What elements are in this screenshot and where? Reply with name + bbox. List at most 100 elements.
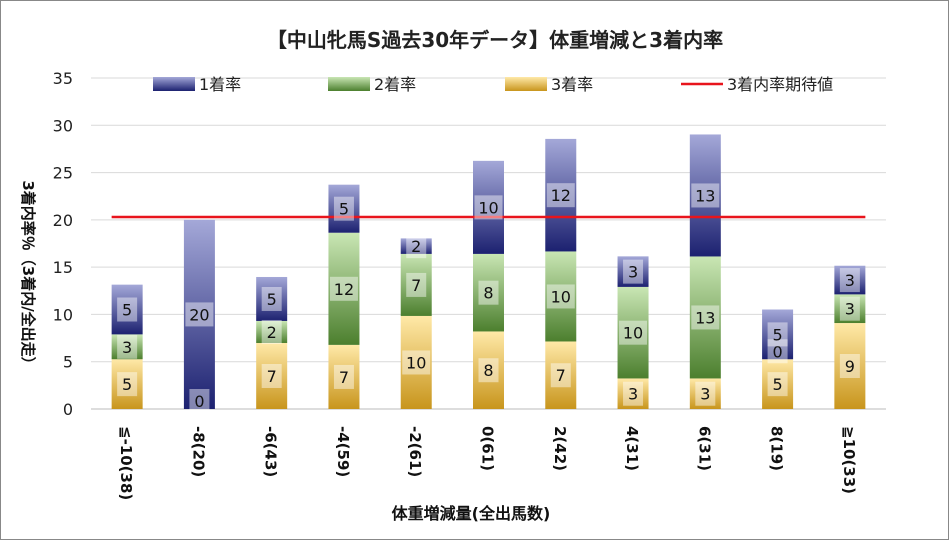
data-label-bg bbox=[185, 302, 214, 327]
bar-2着率 bbox=[545, 251, 577, 342]
bar-3着率 bbox=[689, 378, 721, 409]
y-tick-label: 30 bbox=[53, 116, 73, 135]
data-label: 5 bbox=[339, 200, 349, 219]
x-tick-label: 6(31) bbox=[695, 426, 713, 471]
y-tick-label: 5 bbox=[63, 353, 73, 372]
data-label: 5 bbox=[267, 290, 277, 309]
data-label: 2 bbox=[411, 237, 421, 256]
y-tick-label: 20 bbox=[53, 211, 73, 230]
x-tick-label: 4(31) bbox=[623, 426, 641, 471]
data-label: 10 bbox=[623, 324, 643, 343]
data-label-bg bbox=[402, 350, 431, 375]
data-label: 8 bbox=[483, 284, 493, 303]
data-label: 7 bbox=[267, 367, 277, 386]
data-label: 20 bbox=[189, 305, 209, 324]
x-tick-label: -8(20) bbox=[189, 426, 207, 477]
bar-3着率 bbox=[400, 315, 432, 409]
data-label: 13 bbox=[695, 186, 715, 205]
data-label: 8 bbox=[483, 361, 493, 380]
data-label-bg bbox=[478, 280, 499, 305]
data-label-bg bbox=[839, 354, 860, 379]
data-label-bg bbox=[117, 334, 138, 359]
bar-3着率 bbox=[328, 344, 360, 409]
data-label: 12 bbox=[551, 186, 571, 205]
data-label: 7 bbox=[339, 368, 349, 387]
y-tick-label: 10 bbox=[53, 305, 73, 324]
x-tick-label: ≧10(33) bbox=[840, 426, 858, 494]
data-label-bg bbox=[550, 363, 571, 388]
bar-1着率 bbox=[183, 219, 215, 409]
x-tick-label: 2(42) bbox=[551, 426, 569, 471]
bar-3着率 bbox=[473, 331, 504, 409]
data-label-bg bbox=[619, 320, 648, 345]
bar-2着率 bbox=[617, 286, 649, 379]
bar-1着率 bbox=[111, 284, 143, 335]
data-label-bg bbox=[329, 276, 358, 301]
data-label: 5 bbox=[772, 375, 782, 394]
legend-swatch bbox=[153, 77, 195, 91]
data-label: 0 bbox=[772, 342, 782, 361]
data-label: 10 bbox=[478, 198, 498, 217]
x-tick-label: ≦-10(38) bbox=[117, 426, 135, 500]
data-label: 3 bbox=[628, 385, 638, 404]
bar-2着率 bbox=[256, 320, 288, 343]
data-label-bg bbox=[189, 389, 210, 413]
data-label-bg bbox=[623, 259, 644, 284]
x-tick-label: 0(61) bbox=[479, 426, 497, 471]
legend-label: 3着率 bbox=[551, 75, 593, 94]
data-label: 5 bbox=[122, 375, 132, 394]
data-label: 9 bbox=[845, 357, 855, 376]
bar-3着率 bbox=[256, 342, 288, 409]
bar-3着率 bbox=[834, 323, 866, 409]
data-label: 3 bbox=[700, 385, 710, 404]
data-label: 7 bbox=[411, 276, 421, 295]
data-label-bg bbox=[546, 284, 575, 309]
data-label-bg bbox=[261, 286, 282, 311]
x-tick-label: 8(19) bbox=[768, 426, 786, 471]
data-label-bg bbox=[546, 183, 575, 208]
y-axis-label: 3着内率％（3着内/全出走） bbox=[19, 180, 37, 371]
bar-3着率 bbox=[762, 359, 794, 409]
bar-1着率 bbox=[256, 276, 288, 321]
data-label: 10 bbox=[551, 287, 571, 306]
data-label-bg bbox=[117, 297, 138, 322]
data-label-bg bbox=[839, 268, 860, 293]
bar-2着率 bbox=[400, 253, 432, 316]
data-label-bg bbox=[691, 183, 720, 208]
y-tick-label: 35 bbox=[53, 69, 73, 88]
y-tick-label: 15 bbox=[53, 258, 73, 277]
bar-2着率 bbox=[328, 232, 360, 345]
data-label-bg bbox=[333, 364, 354, 389]
x-axis-label: 体重増減量(全出馬数) bbox=[392, 504, 551, 523]
data-label-bg bbox=[695, 381, 716, 406]
bar-2着率 bbox=[473, 253, 504, 332]
bar-3着率 bbox=[545, 341, 577, 409]
bar-2着率 bbox=[111, 334, 143, 360]
y-tick-label: 25 bbox=[53, 164, 73, 183]
data-label-bg bbox=[406, 234, 427, 259]
data-label-bg bbox=[478, 358, 499, 383]
legend-label: 1着率 bbox=[199, 75, 241, 94]
data-label: 2 bbox=[267, 323, 277, 342]
bar-3着率 bbox=[111, 359, 143, 409]
bar-1着率 bbox=[400, 238, 432, 254]
data-label: 3 bbox=[122, 338, 132, 357]
data-label: 3 bbox=[845, 300, 855, 319]
data-label-bg bbox=[406, 272, 427, 297]
data-label-bg bbox=[767, 322, 788, 347]
y-tick-label: 0 bbox=[63, 400, 73, 419]
data-label-bg bbox=[474, 195, 503, 220]
data-label-bg bbox=[839, 296, 860, 321]
data-label: 0 bbox=[194, 392, 204, 411]
x-tick-label: -2(61) bbox=[406, 426, 424, 477]
data-label: 10 bbox=[406, 353, 426, 372]
data-label-bg bbox=[333, 196, 354, 221]
bar-3着率 bbox=[617, 378, 649, 409]
bar-1着率 bbox=[473, 160, 504, 254]
data-label-bg bbox=[767, 372, 788, 397]
data-label: 13 bbox=[695, 308, 715, 327]
data-label-bg bbox=[691, 305, 720, 330]
data-label-bg bbox=[623, 381, 644, 406]
